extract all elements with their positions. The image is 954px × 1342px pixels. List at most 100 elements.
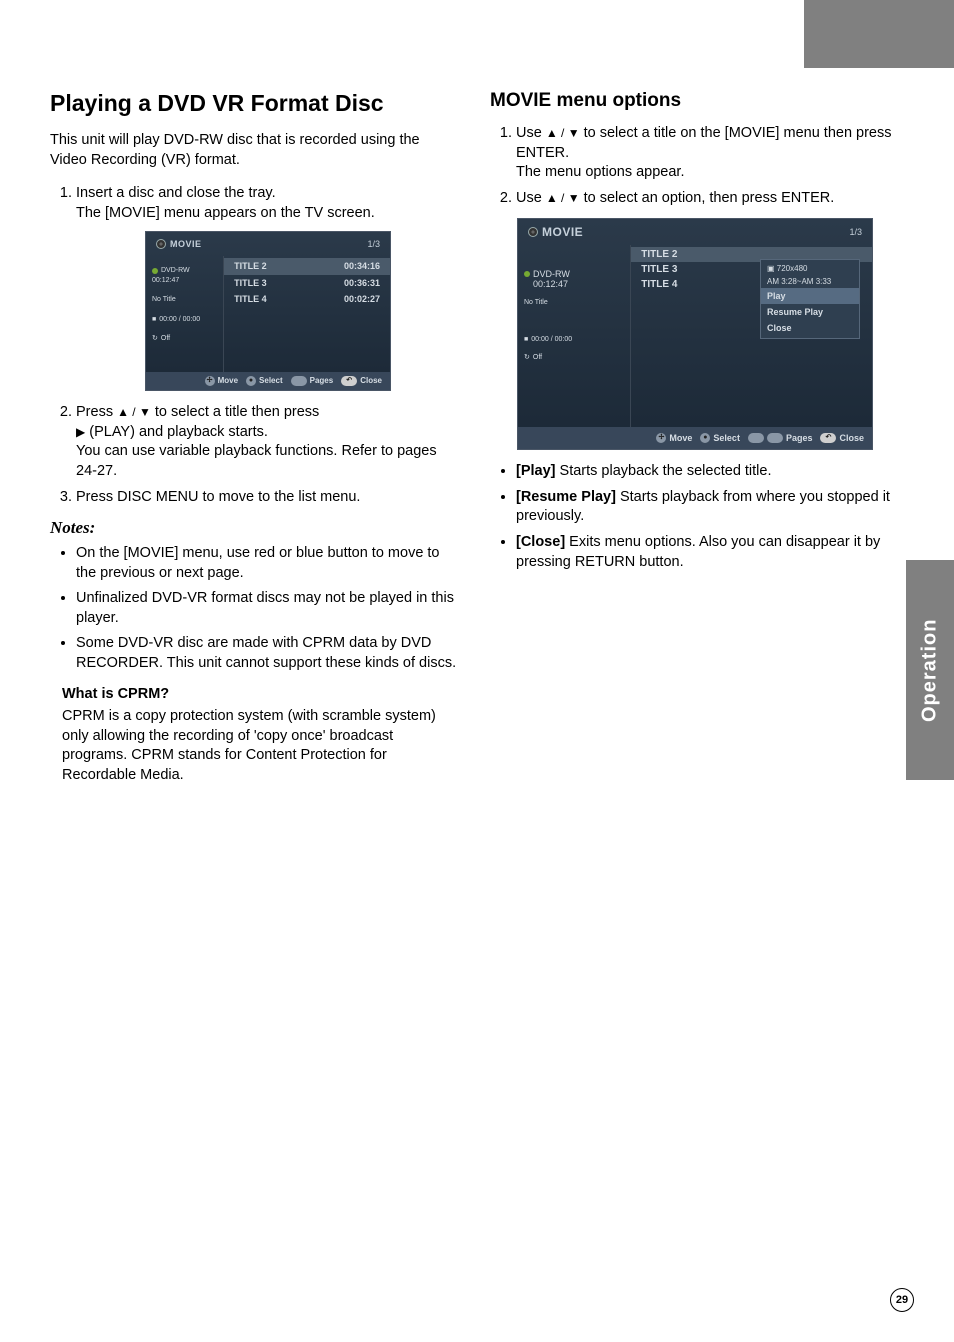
shot2-off: ↻Off bbox=[524, 353, 624, 361]
shot1-f-pages-t: Pages bbox=[310, 376, 334, 387]
left-step2-arrows: ▲ / ▼ bbox=[117, 405, 151, 419]
return-icon: ↶ bbox=[341, 376, 357, 386]
opt-resume-label: [Resume Play] bbox=[516, 489, 616, 505]
shot1-side-disc: DVD-RW bbox=[152, 266, 217, 275]
stop-icon: ■ bbox=[152, 315, 156, 324]
select-icon: ● bbox=[700, 433, 710, 443]
r-step1a: Use bbox=[516, 125, 546, 141]
repeat-icon: ↻ bbox=[152, 334, 158, 343]
shot1-r2-title: TITLE 4 bbox=[234, 293, 267, 305]
right-step-2: Use ▲ / ▼ to select an option, then pres… bbox=[516, 189, 900, 209]
move-icon: ✢ bbox=[656, 433, 666, 443]
opt-close-label: [Close] bbox=[516, 534, 565, 550]
left-step1-text: Insert a disc and close the tray. bbox=[76, 185, 276, 201]
shot2-f-move-t: Move bbox=[669, 433, 692, 443]
section-tab: Operation bbox=[906, 560, 954, 780]
opt-resume: [Resume Play] Starts playback from where… bbox=[516, 488, 900, 527]
shot2-f-pages: Pages bbox=[748, 433, 813, 443]
r-step1c: The menu options appear. bbox=[516, 164, 684, 180]
shot2-r0-title: TITLE 2 bbox=[641, 249, 677, 260]
left-step1b-text: The [MOVIE] menu appears on the TV scree… bbox=[76, 205, 375, 221]
opt-play: [Play] Starts playback the selected titl… bbox=[516, 462, 900, 482]
opt-play-label: [Play] bbox=[516, 463, 556, 479]
shot2-off-text: Off bbox=[533, 354, 542, 361]
shot1-r1-title: TITLE 3 bbox=[234, 277, 267, 289]
shot1-r2-dur: 00:02:27 bbox=[344, 293, 380, 305]
shot1-row-0: TITLE 200:34:16 bbox=[224, 258, 390, 274]
opt-play-text: Starts playback the selected title. bbox=[556, 463, 772, 479]
left-step3-text: Press DISC MENU to move to the list menu… bbox=[76, 489, 360, 505]
shot1-main: TITLE 200:34:16 TITLE 3 00:36:31 TITLE 4 0… bbox=[224, 256, 390, 372]
left-steps: Insert a disc and close the tray. The [M… bbox=[50, 184, 460, 507]
dot-icon bbox=[524, 271, 530, 277]
note-1: On the [MOVIE] menu, use red or blue but… bbox=[76, 544, 460, 583]
shot2-title-text: MOVIE bbox=[542, 225, 583, 239]
note-3: Some DVD-VR disc are made with CPRM data… bbox=[76, 634, 460, 673]
play-icon: ▶ bbox=[76, 425, 85, 439]
shot1-counter-text: 00:00 / 00:00 bbox=[159, 315, 200, 324]
shot1-row-2: TITLE 4 00:02:27 bbox=[224, 291, 390, 307]
options-list: [Play] Starts playback the selected titl… bbox=[490, 462, 900, 572]
shot2-counter: ■00:00 / 00:00 bbox=[524, 336, 624, 343]
return-icon: ↶ bbox=[820, 433, 836, 443]
r-step2b: to select an option, then press ENTER. bbox=[580, 190, 835, 206]
shot2-f-move: ✢Move bbox=[656, 433, 692, 443]
shot2-f-select-t: Select bbox=[713, 433, 740, 443]
shot1-side: DVD-RW 00:12:47 No Title ■00:00 / 00:00 … bbox=[146, 256, 224, 372]
shot1-f-close-t: Close bbox=[360, 376, 382, 387]
ctx-res: ▣ 720x480 bbox=[761, 262, 859, 275]
left-step2a: Press bbox=[76, 404, 117, 420]
shot1-side-time: 00:12:47 bbox=[152, 276, 217, 285]
right-heading: MOVIE menu options bbox=[490, 90, 900, 112]
shot2-disc-label: DVD-RW bbox=[533, 269, 570, 279]
shot2-r1-title: TITLE 3 bbox=[641, 264, 677, 275]
shot2-side-disc: DVD-RW bbox=[524, 269, 624, 279]
shot2-counter-text: 00:00 / 00:00 bbox=[531, 336, 572, 343]
shot1-header: MOVIE 1/3 bbox=[146, 232, 390, 256]
shot1-body: DVD-RW 00:12:47 No Title ■00:00 / 00:00 … bbox=[146, 256, 390, 372]
ctx-play: Play bbox=[761, 288, 859, 304]
left-heading: Playing a DVD VR Format Disc bbox=[50, 90, 460, 117]
movie-menu-screenshot-2: MOVIE 1/3 DVD-RW 00:12:47 No Title ■00:0… bbox=[517, 218, 873, 450]
r-step2a: Use bbox=[516, 190, 546, 206]
notes-heading: Notes: bbox=[50, 517, 460, 540]
move-icon: ✢ bbox=[205, 376, 215, 386]
shot1-f-close: ↶Close bbox=[341, 376, 382, 387]
page-number: 29 bbox=[890, 1288, 914, 1312]
shot2-f-close: ↶Close bbox=[820, 433, 864, 443]
shot1-title-text: MOVIE bbox=[170, 238, 202, 250]
movie-menu-screenshot-1: MOVIE 1/3 DVD-RW 00:12:47 No Title ■00:0… bbox=[145, 231, 391, 391]
page-content: Playing a DVD VR Format Disc This unit w… bbox=[0, 0, 954, 795]
shot1-off: ↻Off bbox=[152, 334, 217, 343]
shot1-f-select: ●Select bbox=[246, 376, 283, 387]
disc-icon bbox=[528, 227, 538, 237]
r-step1-arrows: ▲ / ▼ bbox=[546, 126, 580, 140]
left-step2c: (PLAY) and playback starts. bbox=[85, 424, 268, 440]
shot1-f-select-t: Select bbox=[259, 376, 283, 387]
shot2-side-time: 00:12:47 bbox=[533, 279, 624, 289]
dot-icon bbox=[152, 268, 158, 274]
select-icon: ● bbox=[246, 376, 256, 386]
shot1-r1-dur: 00:36:31 bbox=[344, 277, 380, 289]
pages-icon bbox=[748, 433, 764, 443]
shot2-footer: ✢Move ●Select Pages ↶Close bbox=[518, 427, 872, 449]
left-step2d: You can use variable playback functions.… bbox=[76, 443, 437, 479]
shot1-off-text: Off bbox=[161, 334, 170, 343]
shot1-r0-title: TITLE 2 bbox=[234, 260, 267, 272]
right-steps: Use ▲ / ▼ to select a title on the [MOVI… bbox=[490, 124, 900, 208]
shot1-counter: ■00:00 / 00:00 bbox=[152, 315, 217, 324]
shot2-notitle: No Title bbox=[524, 299, 624, 306]
note-2: Unfinalized DVD-VR format discs may not … bbox=[76, 589, 460, 628]
opt-close: [Close] Exits menu options. Also you can… bbox=[516, 533, 900, 572]
top-right-block bbox=[804, 0, 954, 68]
shot2-page: 1/3 bbox=[849, 227, 862, 237]
disc-icon bbox=[156, 239, 166, 249]
cprm-heading: What is CPRM? bbox=[62, 685, 460, 705]
shot2-header: MOVIE 1/3 bbox=[518, 219, 872, 245]
ctx-res-text: 720x480 bbox=[777, 264, 808, 273]
shot1-f-pages: Pages bbox=[291, 376, 334, 387]
right-step-1: Use ▲ / ▼ to select a title on the [MOVI… bbox=[516, 124, 900, 183]
ctx-close: Close bbox=[761, 320, 859, 336]
shot2-f-pages-t: Pages bbox=[786, 433, 813, 443]
pages-icon bbox=[291, 376, 307, 386]
